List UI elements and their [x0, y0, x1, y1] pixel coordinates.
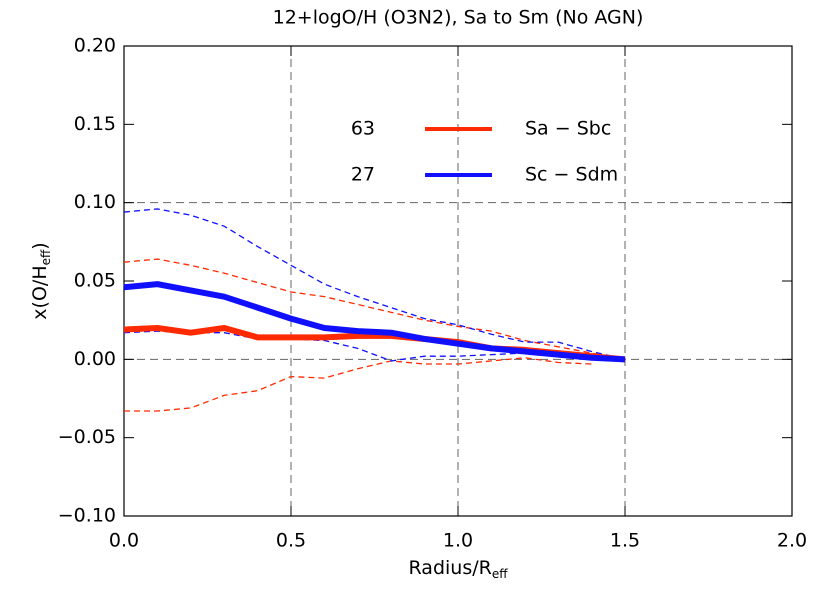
upper-line: [123, 258, 626, 360]
x-tick-label: 1.5: [610, 530, 640, 552]
chart-title: 12+logO/H (O3N2), Sa to Sm (No AGN): [273, 7, 644, 29]
x-tick-label: 0.0: [109, 530, 139, 552]
y-tick-label: 0.20: [74, 35, 116, 57]
y-tick-label: 0.10: [74, 191, 116, 213]
y-tick-label: 0.05: [74, 270, 116, 292]
upper-line: [123, 208, 626, 360]
lower-line: [124, 357, 592, 412]
legend-count: 63: [351, 118, 375, 140]
x-label-main: Radius/R: [409, 557, 492, 579]
y-tick-label: −0.05: [58, 426, 116, 448]
y-label-sub: eff: [39, 249, 53, 265]
legend-count: 27: [351, 164, 375, 186]
y-axis-label: x(O/Heff): [29, 242, 53, 319]
x-tick-label: 0.5: [276, 530, 306, 552]
x-label-sub: eff: [492, 567, 508, 581]
x-tick-label: 1.0: [443, 530, 473, 552]
legend-label: Sa − Sbc: [525, 118, 611, 140]
y-tick-label: 0.00: [74, 348, 116, 370]
series-line: [123, 281, 626, 363]
x-tick-label: 2.0: [777, 530, 807, 552]
y-label-end: ): [29, 242, 51, 249]
legend-label: Sc − Sdm: [525, 164, 618, 186]
y-tick-label: −0.10: [58, 505, 116, 527]
x-axis-label: Radius/Reff: [409, 557, 509, 581]
y-tick-label: 0.15: [74, 113, 116, 135]
y-label-main: x(O/H: [29, 265, 51, 319]
